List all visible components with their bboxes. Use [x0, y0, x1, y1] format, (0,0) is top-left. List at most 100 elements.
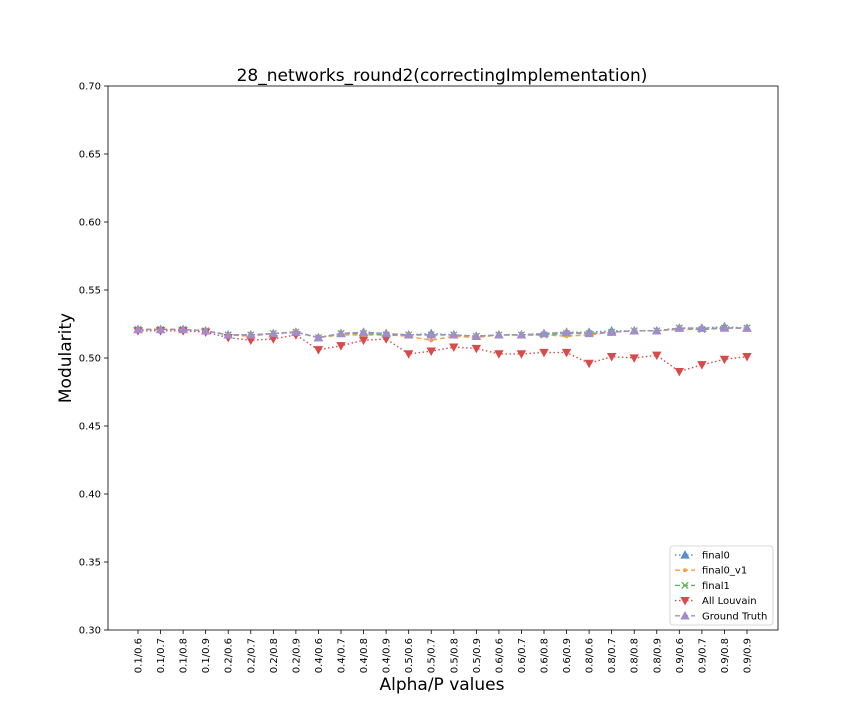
x-tick-label: 0.8/0.6: [585, 638, 596, 673]
x-tick-label: 0.9/0.6: [675, 638, 686, 673]
data-point-ground-truth: [606, 327, 617, 336]
data-point-all-louvain: [313, 346, 324, 355]
data-point-ground-truth: [629, 325, 639, 335]
series-layer: [133, 321, 752, 377]
legend-label-ground-truth: Ground Truth: [702, 611, 767, 622]
x-tick-label: 0.5/0.7: [427, 638, 438, 673]
legend-entry-final0-v1: final0_v1: [675, 566, 747, 577]
x-tick-label: 0.6/0.6: [494, 638, 505, 673]
data-point-ground-truth: [449, 330, 459, 339]
legend-marker-ground-truth: [680, 610, 690, 620]
data-point-final0-v1: [429, 338, 434, 343]
data-point-ground-truth: [471, 331, 482, 340]
data-point-ground-truth: [381, 328, 391, 338]
data-point-all-louvain: [336, 342, 346, 351]
x-tick-label: 0.8/0.8: [630, 638, 641, 673]
x-tick-label: 0.8/0.7: [607, 638, 618, 673]
data-point-ground-truth: [652, 325, 662, 335]
data-point-ground-truth: [313, 332, 324, 342]
legend-marker-final1: [681, 581, 689, 590]
x-tick-label: 0.1/0.7: [156, 638, 167, 673]
legend-marker-all-louvain: [680, 596, 690, 606]
data-point-ground-truth: [426, 330, 436, 339]
x-tick-label: 0.4/0.8: [359, 638, 370, 673]
data-point-all-louvain: [719, 355, 730, 365]
x-tick-label: 0.1/0.6: [134, 638, 145, 673]
data-point-all-louvain: [403, 350, 414, 359]
data-point-all-louvain: [629, 354, 639, 363]
x-tick-label: 0.6/0.8: [540, 638, 551, 673]
x-tick-label: 0.9/0.8: [720, 638, 731, 673]
y-tick-label: 0.60: [79, 218, 101, 229]
data-point-ground-truth: [358, 327, 369, 336]
x-tick-label: 0.9/0.9: [743, 638, 754, 673]
legend-box: [669, 545, 774, 626]
legend-label-final0: final0: [702, 551, 730, 562]
legend-label-final0-v1: final0_v1: [702, 566, 747, 577]
data-point-ground-truth: [403, 330, 414, 339]
x-tick-label: 0.5/0.6: [404, 638, 415, 673]
data-point-ground-truth: [697, 323, 707, 332]
data-point-ground-truth: [516, 330, 527, 339]
legend-entry-all-louvain: All Louvain: [675, 596, 757, 607]
x-tick-label: 0.1/0.9: [201, 638, 212, 673]
data-point-ground-truth: [494, 330, 504, 339]
y-tick-label: 0.65: [79, 150, 101, 161]
x-tick-label: 0.4/0.9: [382, 638, 393, 673]
data-point-all-louvain: [449, 343, 459, 352]
data-point-ground-truth: [561, 327, 572, 336]
x-tick-label: 0.4/0.6: [314, 638, 325, 673]
data-point-all-louvain: [494, 350, 504, 359]
chart-title: 28_networks_round2(correctingImplementat…: [237, 66, 648, 86]
legend-entry-final1: final1: [675, 581, 730, 592]
legend-label-final1: final1: [702, 581, 730, 592]
data-point-all-louvain: [606, 352, 617, 362]
y-tick-label: 0.55: [79, 286, 101, 297]
x-tick-label: 0.5/0.9: [472, 638, 483, 673]
data-point-all-louvain: [471, 344, 482, 354]
data-point-ground-truth: [268, 328, 279, 338]
data-point-ground-truth: [223, 330, 233, 339]
series-ground-truth: [133, 323, 752, 342]
legend-entry-ground-truth: Ground Truth: [675, 610, 767, 622]
x-tick-label: 0.2/0.7: [246, 638, 257, 673]
x-tick-label: 0.2/0.6: [224, 638, 235, 673]
data-point-ground-truth: [674, 323, 685, 332]
y-tick-label: 0.35: [79, 558, 101, 569]
data-point-all-louvain: [426, 347, 436, 357]
x-tick-label: 0.1/0.8: [179, 638, 190, 673]
x-tick-label: 0.9/0.7: [697, 638, 708, 673]
data-point-all-louvain: [742, 352, 752, 362]
y-axis-title: Modularity: [56, 313, 76, 403]
data-point-all-louvain: [697, 361, 707, 370]
x-tick-label: 0.4/0.7: [337, 638, 348, 673]
series-line-all-louvain: [138, 330, 748, 373]
data-point-ground-truth: [539, 328, 549, 338]
x-tick-label: 0.6/0.7: [517, 638, 528, 673]
x-tick-label: 0.6/0.9: [562, 638, 573, 673]
data-point-ground-truth: [336, 328, 346, 338]
data-point-ground-truth: [155, 324, 166, 334]
x-tick-label: 0.5/0.8: [449, 638, 460, 673]
data-point-ground-truth: [584, 328, 594, 338]
y-axis: 0.30 0.35 0.40 0.45 0.50 0.55 0.60 0.65 0.70: [79, 82, 108, 637]
series-line-final0-v1: [138, 327, 747, 342]
x-axis-title: Alpha/P values: [379, 675, 504, 695]
x-axis: 0.1/0.6 0.1/0.7 0.1/0.8 0.1/0.9 0.2/0.6 0.2/0…: [134, 630, 754, 673]
data-point-ground-truth: [742, 323, 752, 332]
data-point-ground-truth: [246, 330, 256, 339]
data-point-all-louvain: [561, 348, 572, 358]
series-line-final0: [138, 326, 748, 339]
data-point-all-louvain: [539, 348, 549, 358]
legend: final0 final0_v1 final1 All Louvain Ground T…: [669, 545, 774, 626]
legend-marker-final0: [680, 550, 690, 559]
y-tick-label: 0.40: [79, 490, 101, 501]
series-line-ground-truth: [138, 327, 747, 339]
legend-label-all-louvain: All Louvain: [702, 596, 757, 607]
data-point-ground-truth: [133, 324, 143, 334]
data-point-ground-truth: [719, 323, 730, 332]
x-tick-label: 0.2/0.8: [269, 638, 280, 673]
data-point-ground-truth: [291, 327, 301, 336]
y-tick-label: 0.50: [79, 354, 101, 365]
